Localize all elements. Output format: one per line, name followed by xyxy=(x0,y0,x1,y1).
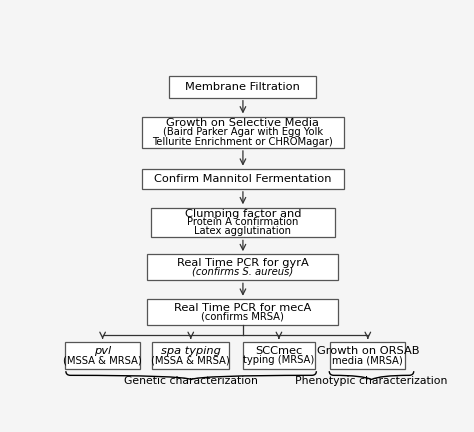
Text: (confirms MRSA): (confirms MRSA) xyxy=(201,311,284,321)
FancyBboxPatch shape xyxy=(152,342,229,369)
FancyBboxPatch shape xyxy=(147,254,338,280)
FancyBboxPatch shape xyxy=(147,299,338,325)
Text: Protein A confirmation: Protein A confirmation xyxy=(187,217,299,228)
Text: (MSSA & MRSA): (MSSA & MRSA) xyxy=(63,355,142,365)
Text: Real Time PCR for gyrA: Real Time PCR for gyrA xyxy=(177,258,309,268)
Text: Real Time PCR for gyrA: Real Time PCR for gyrA xyxy=(177,258,309,268)
Text: Real Time PCR for: Real Time PCR for xyxy=(190,258,296,268)
Text: media (MRSA): media (MRSA) xyxy=(332,355,403,365)
Text: (confirms S. aureus): (confirms S. aureus) xyxy=(192,267,293,276)
FancyBboxPatch shape xyxy=(142,117,344,148)
Text: Real Time PCR for ​: Real Time PCR for ​ xyxy=(190,258,296,268)
FancyBboxPatch shape xyxy=(151,207,335,238)
Text: Genetic characterization: Genetic characterization xyxy=(124,376,258,386)
Text: Tellurite Enrichment or CHROMagar): Tellurite Enrichment or CHROMagar) xyxy=(153,137,333,146)
FancyBboxPatch shape xyxy=(65,342,140,369)
FancyBboxPatch shape xyxy=(243,342,315,369)
Text: (Baird Parker Agar with Egg Yolk: (Baird Parker Agar with Egg Yolk xyxy=(163,127,323,137)
Text: typing (MRSA): typing (MRSA) xyxy=(243,355,315,365)
FancyBboxPatch shape xyxy=(169,76,316,98)
Text: Confirm Mannitol Fermentation: Confirm Mannitol Fermentation xyxy=(154,174,332,184)
Text: Membrane Filtration: Membrane Filtration xyxy=(185,82,301,92)
Text: pvl: pvl xyxy=(94,346,111,356)
Text: Real Time PCR for mecA: Real Time PCR for mecA xyxy=(174,303,311,313)
Text: Phenotypic characterization: Phenotypic characterization xyxy=(295,376,447,386)
Text: Growth on ORSAB: Growth on ORSAB xyxy=(317,346,419,356)
Text: (MSSA & MRSA): (MSSA & MRSA) xyxy=(151,355,230,365)
Text: spa typing: spa typing xyxy=(161,346,221,356)
Text: Clumping factor and: Clumping factor and xyxy=(185,209,301,219)
FancyBboxPatch shape xyxy=(142,169,344,189)
Text: Latex agglutination: Latex agglutination xyxy=(194,226,292,236)
Text: Growth on Selective Media: Growth on Selective Media xyxy=(166,118,319,128)
FancyBboxPatch shape xyxy=(330,342,405,369)
Text: SCCmec: SCCmec xyxy=(255,346,302,356)
